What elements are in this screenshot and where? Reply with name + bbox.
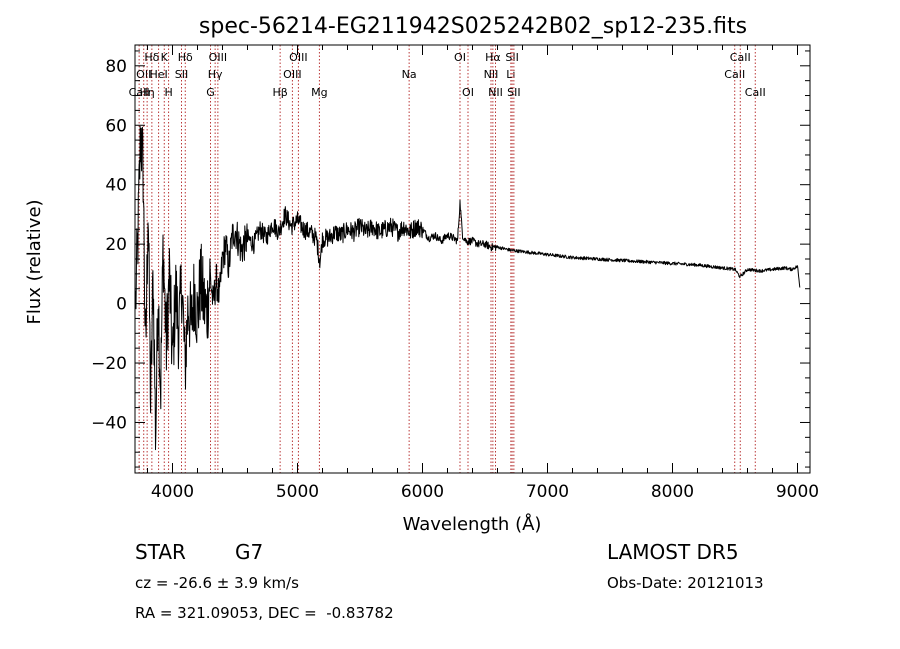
spectrum-series [135, 125, 801, 451]
spectral-line-markers: CaIIOIIHηHδHeIKHSIIHδGHγOIIIHβOIIIOIIIMg… [129, 45, 766, 473]
line-label-8-0: Hδ [178, 51, 193, 64]
x-tick-label-5: 9000 [776, 482, 819, 502]
line-label-9-2: G [206, 86, 215, 99]
y-tick-label-5: 60 [105, 116, 127, 136]
chart-title: spec-56214-EG211942S025242B02_sp12-235.f… [199, 14, 747, 39]
y-tick-label-3: 20 [105, 235, 127, 255]
y-tick-label-1: −20 [91, 354, 127, 374]
line-label-6-2: H [164, 86, 172, 99]
line-label-22-1: Li [506, 68, 515, 81]
line-label-14-0: OIII [289, 51, 307, 64]
line-label-19-1: NII [484, 68, 499, 81]
coordinates: RA = 321.09053, DEC = -0.83782 [135, 604, 394, 622]
line-label-7-1: SII [175, 68, 188, 81]
line-label-12-2: Hβ [272, 86, 287, 99]
line-label-0-2: CaII [129, 86, 150, 99]
y-tick-label-4: 40 [105, 176, 127, 196]
line-label-25-1: CaII [724, 68, 745, 81]
x-tick-label-0: 4000 [151, 482, 194, 502]
plot-axes: 4000 5000 6000 7000 8000 9000 −40 −20 0 20 40 60 80 [91, 44, 819, 502]
plot-frame [134, 44, 811, 474]
line-label-16-1: Na [402, 68, 417, 81]
x-tick-label-4: 8000 [651, 482, 694, 502]
y-axis-label: Flux (relative) [24, 199, 45, 324]
line-label-10-1: Hγ [208, 68, 223, 81]
line-label-24-2: SII [507, 86, 520, 99]
line-label-21-2: NII [488, 86, 503, 99]
line-label-13-1: OIII [283, 68, 301, 81]
line-label-5-0: K [161, 51, 169, 64]
object-class: STAR [135, 540, 186, 564]
obs-date: Obs-Date: 20121013 [607, 574, 764, 592]
x-tick-label-2: 6000 [401, 482, 444, 502]
line-label-20-0: Hα [485, 51, 501, 64]
x-tick-label-3: 7000 [526, 482, 569, 502]
line-label-27-2: CaII [745, 86, 766, 99]
line-label-17-0: OI [454, 51, 466, 64]
line-label-23-0: SII [505, 51, 518, 64]
redshift-readout: cz = -26.6 ± 3.9 km/s [135, 574, 299, 592]
x-tick-label-1: 5000 [276, 482, 319, 502]
line-label-26-0: CaII [730, 51, 751, 64]
y-tick-label-0: −40 [91, 413, 127, 433]
line-label-4-1: HeI [149, 68, 167, 81]
line-label-2-2: Hη [140, 86, 155, 99]
spectrum-line-0 [135, 125, 801, 451]
survey-name: LAMOST DR5 [607, 540, 739, 564]
line-label-18-2: OI [462, 86, 474, 99]
x-axis-label: Wavelength (Å) [403, 513, 542, 535]
y-tick-label-6: 80 [105, 57, 127, 77]
line-label-3-0: Hδ [144, 51, 159, 64]
y-tick-label-2: 0 [116, 295, 127, 315]
line-label-15-2: Mg [311, 86, 327, 99]
line-label-11-0: OIII [209, 51, 227, 64]
object-subclass: G7 [235, 540, 264, 564]
